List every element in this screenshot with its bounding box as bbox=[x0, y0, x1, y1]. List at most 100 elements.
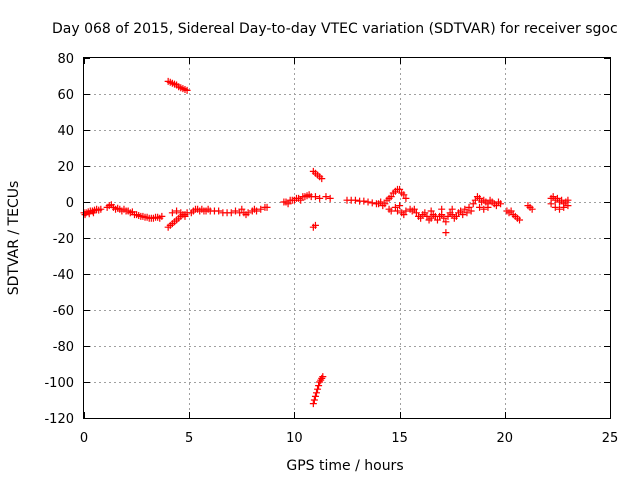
data-point bbox=[368, 199, 376, 207]
data-point bbox=[89, 209, 97, 217]
data-point bbox=[284, 200, 292, 208]
data-point bbox=[387, 193, 395, 201]
data-point bbox=[319, 373, 327, 381]
data-point bbox=[297, 196, 305, 204]
data-point bbox=[433, 216, 441, 224]
grid-lines bbox=[84, 58, 610, 418]
data-point bbox=[476, 203, 484, 211]
data-point bbox=[471, 196, 479, 204]
data-point bbox=[316, 194, 324, 202]
data-point bbox=[448, 205, 456, 213]
data-point bbox=[215, 207, 223, 215]
data-point bbox=[173, 207, 181, 215]
data-point bbox=[311, 392, 319, 400]
data-point bbox=[231, 207, 239, 215]
data-point bbox=[387, 207, 395, 215]
data-point bbox=[421, 209, 429, 217]
data-point bbox=[507, 207, 515, 215]
data-point bbox=[318, 175, 326, 183]
data-point bbox=[242, 211, 250, 219]
data-point bbox=[564, 196, 572, 204]
data-point bbox=[558, 196, 566, 204]
data-point bbox=[438, 205, 446, 213]
x-tick-label: 10 bbox=[286, 431, 303, 446]
data-point bbox=[177, 209, 185, 217]
x-axis-label: GPS time / hours bbox=[286, 458, 403, 474]
data-point bbox=[516, 216, 524, 224]
data-point bbox=[97, 205, 105, 213]
data-point bbox=[396, 185, 404, 193]
data-point bbox=[476, 194, 484, 202]
plot-area-frame bbox=[83, 57, 611, 419]
data-point bbox=[400, 191, 408, 199]
y-tick-label: -80 bbox=[53, 340, 74, 355]
y-tick-label: -60 bbox=[53, 304, 74, 319]
data-point bbox=[551, 203, 559, 211]
data-point bbox=[311, 221, 319, 229]
data-point bbox=[467, 207, 475, 215]
data-point bbox=[311, 193, 319, 201]
y-tick-label: -20 bbox=[53, 232, 74, 247]
data-point bbox=[528, 205, 536, 213]
y-tick-label: -120 bbox=[44, 412, 74, 427]
data-point bbox=[183, 86, 191, 94]
data-point bbox=[444, 212, 452, 220]
x-tick-label: 20 bbox=[497, 431, 514, 446]
data-point bbox=[257, 205, 265, 213]
x-tick-label: 15 bbox=[391, 431, 408, 446]
data-point bbox=[463, 209, 471, 217]
axis-ticks bbox=[84, 58, 611, 419]
data-point bbox=[423, 212, 431, 220]
data-point bbox=[351, 196, 359, 204]
y-tick-label: 0 bbox=[66, 196, 74, 211]
data-point bbox=[81, 211, 89, 219]
data-point bbox=[158, 212, 166, 220]
data-point bbox=[547, 200, 555, 208]
chart-title: Day 068 of 2015, Sidereal Day-to-day VTE… bbox=[52, 21, 618, 37]
data-point bbox=[417, 214, 425, 222]
data-point bbox=[314, 385, 322, 393]
y-tick-label: 40 bbox=[57, 124, 74, 139]
data-point bbox=[309, 400, 317, 408]
data-point bbox=[412, 209, 420, 217]
data-point bbox=[381, 200, 389, 208]
data-point bbox=[326, 194, 334, 202]
data-point bbox=[469, 200, 477, 208]
x-tick-label: 0 bbox=[80, 431, 88, 446]
data-point bbox=[553, 194, 561, 202]
data-point bbox=[364, 198, 372, 206]
data-point bbox=[322, 193, 330, 201]
data-point bbox=[461, 205, 469, 213]
data-point bbox=[227, 209, 235, 217]
data-point bbox=[442, 218, 450, 226]
data-point bbox=[410, 205, 418, 213]
y-tick-label: 60 bbox=[57, 88, 74, 103]
data-point bbox=[360, 197, 368, 205]
y-tick-label: 80 bbox=[57, 52, 74, 67]
x-tick-labels: 0 5 10 15 20 25 bbox=[80, 431, 618, 446]
x-tick-label: 25 bbox=[602, 431, 619, 446]
data-point bbox=[459, 211, 467, 219]
data-point bbox=[480, 205, 488, 213]
data-point bbox=[393, 207, 401, 215]
data-point bbox=[315, 382, 323, 390]
data-point bbox=[238, 205, 246, 213]
data-point bbox=[497, 200, 505, 208]
data-point bbox=[402, 207, 410, 215]
x-tick-label: 5 bbox=[185, 431, 193, 446]
data-point bbox=[427, 214, 435, 222]
data-point bbox=[442, 229, 450, 237]
data-point bbox=[310, 396, 318, 404]
data-point bbox=[377, 198, 385, 206]
data-point bbox=[452, 212, 460, 220]
data-point bbox=[85, 210, 93, 218]
data-point bbox=[549, 193, 557, 201]
y-axis-label: SDTVAR / TECUs bbox=[6, 181, 22, 296]
data-point bbox=[181, 212, 189, 220]
y-tick-label: -100 bbox=[44, 376, 74, 391]
data-point bbox=[391, 203, 399, 211]
data-point bbox=[312, 389, 320, 397]
data-point bbox=[484, 203, 492, 211]
data-point bbox=[402, 194, 410, 202]
